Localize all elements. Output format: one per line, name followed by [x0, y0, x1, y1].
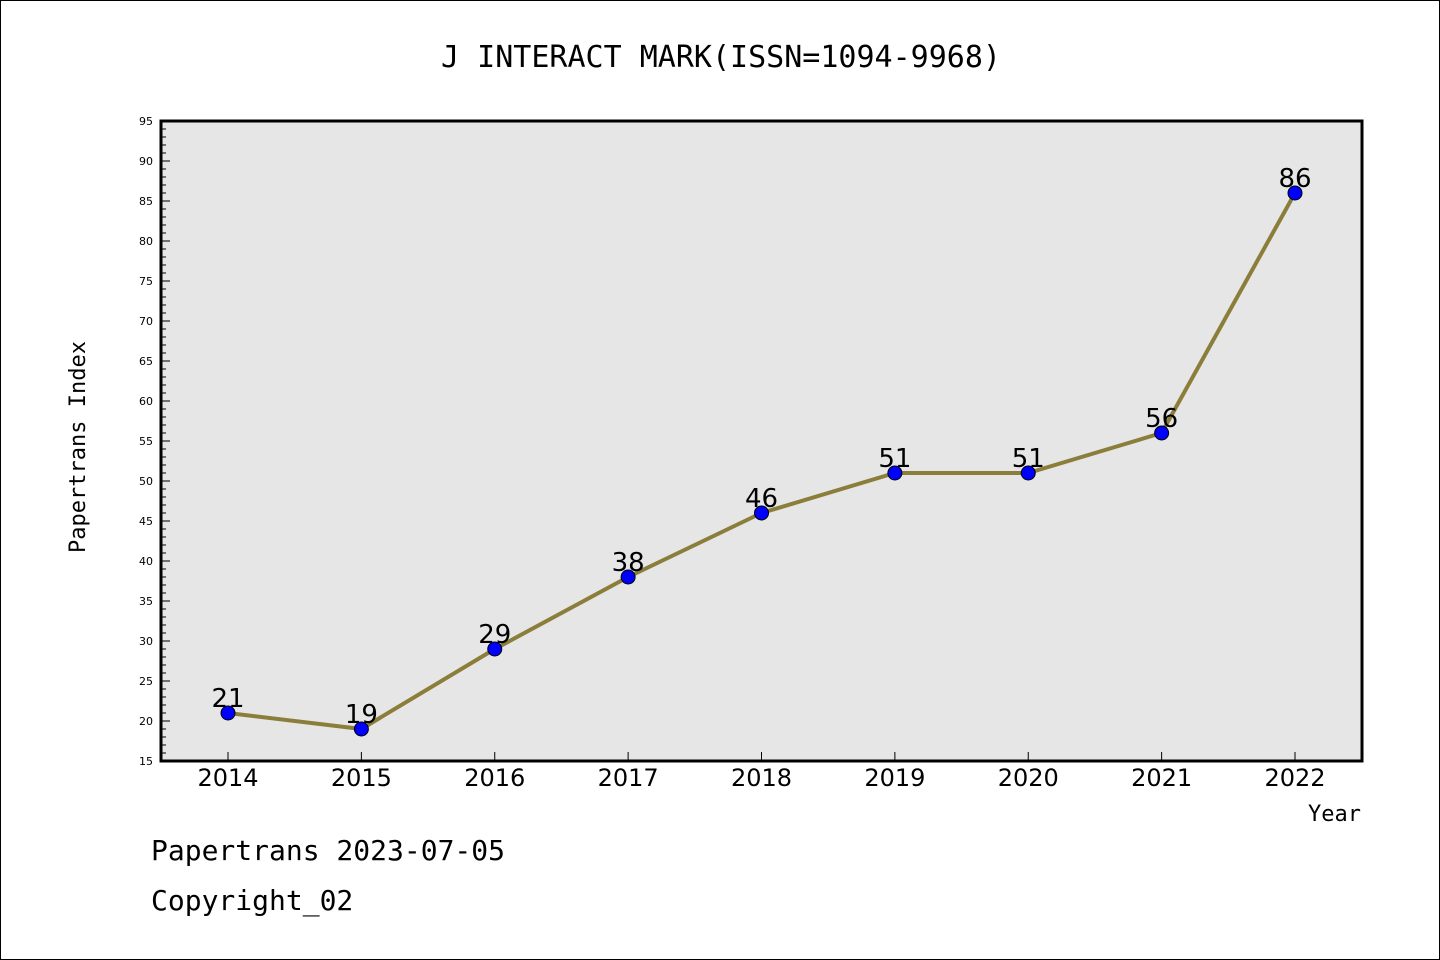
- series-group: 21 19 29 38 46 51 51 56 86: [211, 164, 1312, 737]
- y-tick-label: 45: [139, 515, 153, 528]
- x-tick-label: 2020: [998, 764, 1059, 792]
- footer-date: Papertrans 2023-07-05: [151, 834, 506, 867]
- y-tick-label: 30: [139, 635, 153, 648]
- x-tick-label: 2018: [731, 764, 792, 792]
- data-point: [1287, 185, 1303, 201]
- data-label: 19: [345, 700, 378, 730]
- data-label: 51: [878, 444, 911, 474]
- data-point: [487, 641, 503, 657]
- y-tick-label: 25: [139, 675, 153, 688]
- data-label: 56: [1145, 404, 1178, 434]
- x-tick-label: 2014: [197, 764, 258, 792]
- y-tick-label: 15: [139, 755, 153, 768]
- x-axis-title: Year: [1308, 802, 1361, 827]
- y-tick-label: 50: [139, 475, 153, 488]
- data-point: [620, 569, 636, 585]
- footer-copyright: Copyright_02: [151, 884, 354, 917]
- y-tick-label: 65: [139, 355, 153, 368]
- y-tick-label: 35: [139, 595, 153, 608]
- x-tick-label: 2017: [598, 764, 659, 792]
- x-tick-label: 2016: [464, 764, 525, 792]
- y-axis-title: Papertrans Index: [66, 341, 91, 553]
- data-label: 29: [478, 620, 511, 650]
- data-label: 38: [612, 548, 645, 578]
- x-tick-label: 2022: [1264, 764, 1325, 792]
- y-tick-label: 55: [139, 435, 153, 448]
- data-point: [1154, 425, 1170, 441]
- y-tick-label: 20: [139, 715, 153, 728]
- y-tick-label: 95: [139, 115, 153, 128]
- y-axis: 15 20 25 30 35 40 45 50 55 60 65 70 75 80 85 90 95: [139, 115, 170, 768]
- y-tick-label: 85: [139, 195, 153, 208]
- data-point: [887, 465, 903, 481]
- y-tick-label: 60: [139, 395, 153, 408]
- data-point: [1020, 465, 1036, 481]
- y-tick-label: 70: [139, 315, 153, 328]
- chart-title: J INTERACT MARK(ISSN=1094-9968): [441, 40, 1001, 75]
- y-tick-label: 75: [139, 275, 153, 288]
- x-tick-label: 2021: [1131, 764, 1192, 792]
- data-label: 51: [1012, 444, 1045, 474]
- data-point: [353, 721, 369, 737]
- data-point: [754, 505, 769, 521]
- x-axis: 2014 2015 2016 2017 2018 2019 2020 2021 2022: [197, 752, 1326, 792]
- data-label: 86: [1278, 164, 1311, 194]
- plot-area: [159, 119, 1364, 763]
- y-tick-label: 40: [139, 555, 153, 568]
- data-label: 21: [211, 684, 244, 714]
- x-tick-label: 2015: [331, 764, 392, 792]
- x-tick-label: 2019: [864, 764, 925, 792]
- data-point: [220, 705, 236, 721]
- data-label: 46: [745, 484, 778, 514]
- y-tick-label: 90: [139, 155, 153, 168]
- y-tick-label: 80: [139, 235, 153, 248]
